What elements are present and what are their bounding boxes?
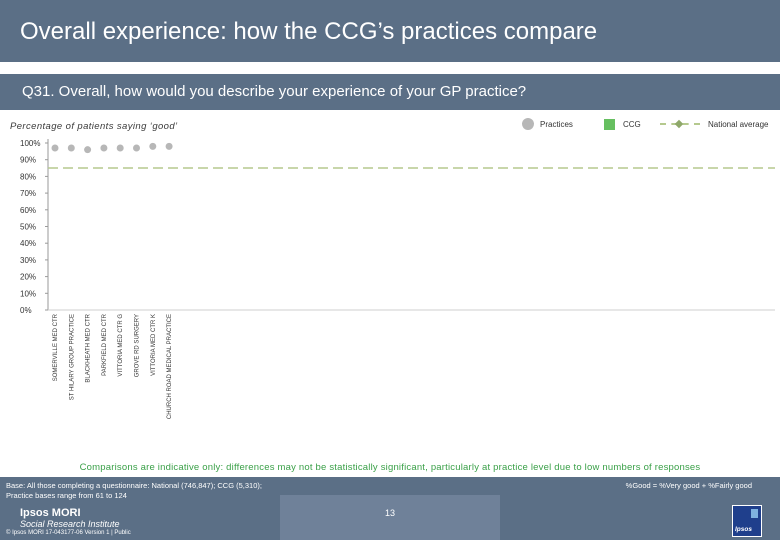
x-category-label: ST HILARY GROUP PRACTICE: [69, 314, 75, 400]
comparison-note: Comparisons are indicative only: differe…: [79, 462, 701, 473]
y-tick-label: 70%: [20, 189, 36, 198]
national-line-icon: [660, 118, 700, 130]
y-tick-label: 100%: [20, 139, 40, 148]
practice-dot-icon: [522, 118, 534, 130]
good-formula: %Good = %Very good + %Fairly good: [625, 481, 752, 490]
ccg-square-icon: [604, 118, 615, 130]
y-tick-label: 20%: [20, 273, 36, 282]
x-category-label: PARKFIELD MED CTR: [102, 313, 108, 376]
legend-national: National average: [660, 116, 768, 132]
practice-point: [116, 144, 124, 152]
sri-logo-text: Social Research Institute: [20, 519, 120, 529]
practice-point: [165, 142, 173, 150]
practice-point: [67, 144, 75, 152]
legend-practices: Practices: [522, 116, 573, 132]
scatter-chart: 0% 10% 20% 30% 40% 50% 60% 70% 80% 90% 100% SOMERVI…: [20, 139, 775, 419]
legend-national-label: National average: [708, 119, 769, 129]
practice-point: [133, 144, 140, 152]
x-category-label: SOMERVILLE MED CTR: [53, 313, 59, 381]
base-line-1: Base: All those completing a questionnai…: [6, 481, 262, 490]
practice-point: [51, 144, 59, 152]
y-tick-label: 60%: [20, 206, 36, 215]
y-tick-label: 90%: [20, 156, 36, 165]
y-tick-label: 50%: [20, 223, 36, 232]
ipsos-mori-logo-text: Ipsos MORI: [20, 507, 81, 519]
practice-point: [100, 144, 108, 152]
ipsos-logo-icon: Ipsos: [732, 505, 762, 537]
x-category-label: VITTORIA MED CTR G: [118, 314, 124, 377]
y-tick-label: 80%: [20, 172, 36, 181]
legend-practices-label: Practices: [540, 119, 573, 129]
page-number-panel: [280, 495, 500, 540]
x-category-label: CHURCH ROAD MEDICAL PRACTICE: [167, 314, 173, 419]
x-category-label: VITTORIA MED CTR K: [151, 314, 157, 376]
legend-ccg-label: CCG: [623, 119, 641, 129]
page-title: Overall experience: how the CCG’s practi…: [20, 18, 598, 45]
question-text: Q31. Overall, how would you describe you…: [22, 83, 527, 100]
base-note: Base: All those completing a questionnai…: [6, 481, 262, 501]
base-line-2: Practice bases range from 61 to 124: [6, 491, 127, 500]
title-bar: Overall experience: how the CCG’s practi…: [0, 0, 780, 62]
copyright: © Ipsos MORI 17-043177-06 Version 1 | Pu…: [6, 530, 131, 536]
practice-point: [149, 142, 157, 150]
practice-point: [84, 146, 92, 154]
y-axis-caption: Percentage of patients saying ‘good’: [10, 121, 178, 132]
question-bar: Q31. Overall, how would you describe you…: [0, 74, 780, 110]
legend-ccg: CCG: [604, 116, 641, 132]
x-category-label: GROVE RD SURGERY: [135, 314, 141, 377]
y-tick-label: 0%: [20, 306, 32, 315]
logo-corner-shape: [751, 509, 758, 518]
y-tick-label: 40%: [20, 239, 36, 248]
ipsos-logo-text: Ipsos: [735, 526, 752, 533]
y-tick-label: 30%: [20, 256, 36, 265]
y-tick-label: 10%: [20, 289, 36, 298]
page-number: 13: [384, 508, 395, 518]
x-category-label: BLACKHEATH MED CTR: [86, 313, 92, 382]
